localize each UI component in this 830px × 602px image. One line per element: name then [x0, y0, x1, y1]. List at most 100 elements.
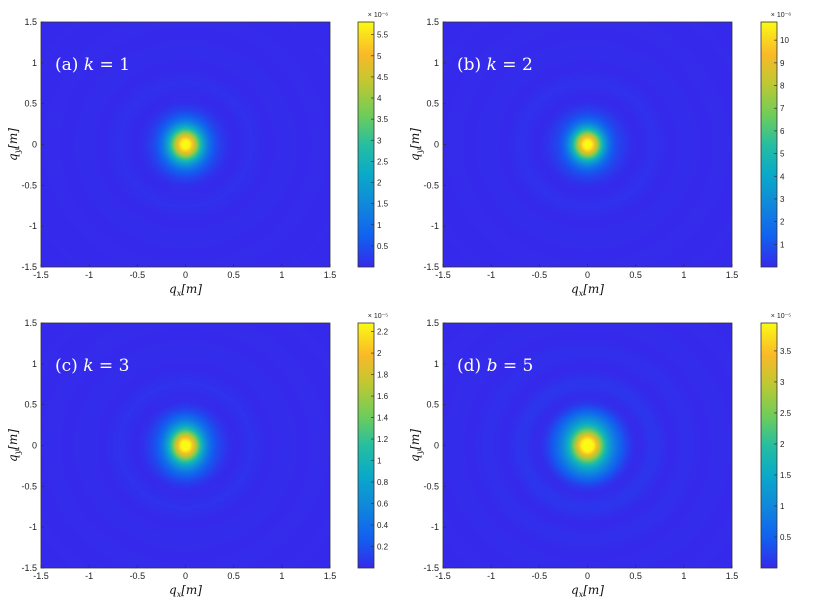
y-axis-label: qy[m]	[6, 429, 22, 462]
colorbar-multiplier: × 10⁻⁶	[771, 12, 792, 19]
x-axis-label: qx[m]	[571, 282, 604, 298]
y-tick-label: -0.5	[423, 481, 439, 491]
x-tick-label: -1	[487, 270, 495, 280]
y-tick-label: 1	[32, 58, 37, 68]
colorbar-tick-label: 7	[780, 104, 785, 113]
y-tick-label: 1	[434, 359, 439, 369]
y-tick-label: -1	[29, 221, 37, 231]
panel-title: (d) b = 5	[457, 356, 533, 376]
colorbar-tick-label: 1	[780, 502, 785, 511]
colorbar-tick-label: 1.6	[377, 392, 389, 401]
y-tick-label: 1.5	[426, 17, 439, 27]
x-tick-label: 1.5	[726, 571, 739, 581]
colorbar-gradient	[760, 21, 778, 268]
y-tick-label: -1.5	[423, 262, 439, 272]
colorbar-multiplier: × 10⁻⁵	[368, 313, 389, 320]
colorbar: 0.5 1 1.5 2 2.5 3 3.5 × 10⁻⁵	[760, 313, 792, 569]
y-tick-label: 1	[434, 58, 439, 68]
x-tick-label: 1.5	[324, 571, 337, 581]
x-tick-label: -1.5	[33, 571, 49, 581]
colorbar-multiplier: × 10⁻⁵	[771, 313, 792, 320]
colorbar-tick-label: 0.6	[377, 500, 389, 509]
subplot-1: -1.5 -1 -0.5 0 0.5 1 1.5 -1.5 -1 -0.5 0 0.5 1 1.5 qx[m…	[6, 12, 389, 298]
colorbar-tick-label: 1.4	[377, 414, 389, 423]
y-tick-label: 0	[32, 441, 37, 451]
colorbar-tick-label: 1	[377, 221, 382, 230]
heatmap-image	[443, 323, 732, 568]
panel-title: (a) k = 1	[55, 55, 130, 75]
y-tick-label: 1	[32, 359, 37, 369]
x-axis-label: qx[m]	[571, 583, 604, 599]
x-tick-label: -1.5	[33, 270, 49, 280]
colorbar-tick-label: 4	[780, 172, 785, 181]
colorbar-tick-label: 1.2	[377, 435, 389, 444]
subplot-3: -1.5 -1 -0.5 0 0.5 1 1.5 -1.5 -1 -0.5 0 0.5 1 1.5 qx[m…	[6, 313, 389, 599]
colorbar-tick-label: 3.5	[780, 347, 792, 356]
colorbar-tick-label: 1.8	[377, 371, 389, 380]
colorbar: 1 2 3 4 5 6 7 8 9 10 × 10⁻⁶	[760, 12, 792, 268]
y-tick-label: -0.5	[21, 481, 37, 491]
colorbar-tick-label: 4.5	[377, 73, 389, 82]
colorbar-tick-label: 2.5	[780, 409, 792, 418]
x-tick-label: 0.5	[629, 270, 642, 280]
y-tick-label: -0.5	[423, 180, 439, 190]
subplot-2: -1.5 -1 -0.5 0 0.5 1 1.5 -1.5 -1 -0.5 0 0.5 1 1.5 qx[m…	[408, 12, 791, 298]
y-tick-label: 0	[434, 441, 439, 451]
x-tick-label: 0.5	[629, 571, 642, 581]
colorbar-gradient	[357, 322, 375, 569]
y-axis-label: qy[m]	[6, 128, 22, 161]
x-tick-label: 0	[585, 270, 590, 280]
y-tick-label: 0	[434, 140, 439, 150]
x-tick-label: 1.5	[726, 270, 739, 280]
panel-title: (b) k = 2	[457, 55, 533, 75]
colorbar-tick-label: 2	[377, 349, 382, 358]
colorbar-tick-label: 10	[780, 36, 789, 45]
x-tick-label: -1	[85, 571, 93, 581]
subplot-4: -1.5 -1 -0.5 0 0.5 1 1.5 -1.5 -1 -0.5 0 0.5 1 1.5 qx[m…	[408, 313, 792, 599]
colorbar-tick-label: 1	[377, 457, 382, 466]
colorbar-tick-label: 2	[377, 179, 382, 188]
y-tick-label: -1	[29, 522, 37, 532]
x-tick-label: -0.5	[532, 270, 548, 280]
y-tick-label: -1.5	[423, 563, 439, 573]
x-axis-label: qx[m]	[169, 282, 202, 298]
x-tick-label: -0.5	[130, 571, 146, 581]
colorbar: 0.2 0.4 0.6 0.8 1 1.2 1.4 1.6 1.8 2 2.2 × 10⁻⁵	[357, 313, 389, 569]
colorbar-tick-label: 9	[780, 59, 785, 68]
y-tick-label: 0.5	[426, 400, 439, 410]
y-tick-label: -1	[431, 522, 439, 532]
colorbar-tick-label: 0.5	[780, 533, 792, 542]
colorbar-gradient	[760, 322, 778, 569]
y-tick-label: -1.5	[21, 563, 37, 573]
colorbar-tick-label: 1.5	[780, 471, 792, 480]
x-tick-label: 1.5	[324, 270, 337, 280]
y-tick-label: -1	[431, 221, 439, 231]
x-tick-label: -0.5	[532, 571, 548, 581]
colorbar-tick-label: 2.2	[377, 328, 389, 337]
colorbar-tick-label: 3	[780, 195, 785, 204]
colorbar-tick-label: 5.5	[377, 31, 389, 40]
y-tick-label: 0.5	[24, 99, 37, 109]
colorbar-tick-label: 3.5	[377, 115, 389, 124]
heatmap-image	[41, 22, 330, 267]
colorbar-tick-label: 3	[780, 378, 785, 387]
y-tick-label: 1.5	[24, 17, 37, 27]
x-tick-label: -1	[487, 571, 495, 581]
colorbar-tick-label: 0.8	[377, 478, 389, 487]
colorbar-tick-label: 2.5	[377, 157, 389, 166]
colorbar-tick-label: 6	[780, 127, 785, 136]
x-axis-label: qx[m]	[169, 583, 202, 599]
x-tick-label: -0.5	[130, 270, 146, 280]
colorbar-tick-label: 0.2	[377, 543, 389, 552]
x-tick-label: -1.5	[435, 270, 451, 280]
x-tick-label: 1	[279, 571, 284, 581]
colorbar-tick-label: 5	[377, 52, 382, 61]
colorbar-tick-label: 2	[780, 218, 785, 227]
colorbar-tick-label: 1.5	[377, 200, 389, 209]
colorbar-tick-label: 3	[377, 136, 382, 145]
x-tick-label: 1	[681, 571, 686, 581]
colorbar-tick-label: 8	[780, 82, 785, 91]
x-tick-label: -1.5	[435, 571, 451, 581]
colorbar-multiplier: × 10⁻⁶	[368, 12, 389, 19]
